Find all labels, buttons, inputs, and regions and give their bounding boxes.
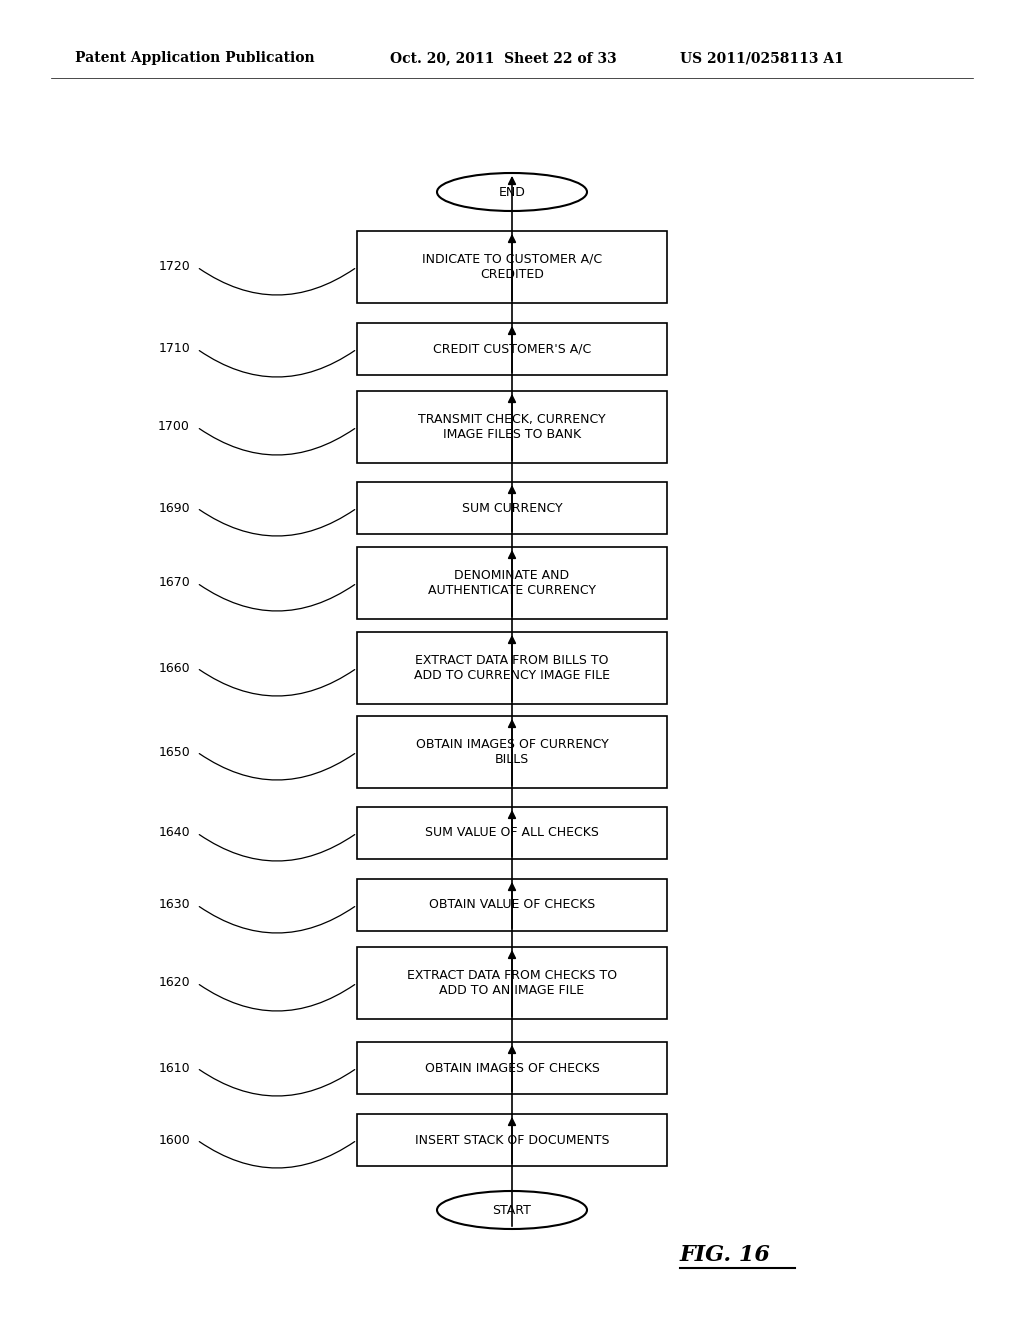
Ellipse shape bbox=[437, 1191, 587, 1229]
FancyBboxPatch shape bbox=[357, 807, 667, 859]
Text: EXTRACT DATA FROM CHECKS TO
ADD TO AN IMAGE FILE: EXTRACT DATA FROM CHECKS TO ADD TO AN IM… bbox=[407, 969, 617, 997]
FancyBboxPatch shape bbox=[357, 391, 667, 463]
Text: OBTAIN VALUE OF CHECKS: OBTAIN VALUE OF CHECKS bbox=[429, 899, 595, 912]
FancyBboxPatch shape bbox=[357, 482, 667, 535]
Text: 1690: 1690 bbox=[159, 502, 190, 515]
Text: CREDIT CUSTOMER'S A/C: CREDIT CUSTOMER'S A/C bbox=[433, 342, 591, 355]
Ellipse shape bbox=[437, 173, 587, 211]
Text: 1700: 1700 bbox=[158, 421, 190, 433]
Text: US 2011/0258113 A1: US 2011/0258113 A1 bbox=[680, 51, 844, 65]
Text: SUM VALUE OF ALL CHECKS: SUM VALUE OF ALL CHECKS bbox=[425, 826, 599, 840]
Text: FIG. 16: FIG. 16 bbox=[680, 1243, 771, 1266]
Text: OBTAIN IMAGES OF CURRENCY
BILLS: OBTAIN IMAGES OF CURRENCY BILLS bbox=[416, 738, 608, 766]
Text: 1600: 1600 bbox=[159, 1134, 190, 1147]
Text: 1610: 1610 bbox=[159, 1061, 190, 1074]
FancyBboxPatch shape bbox=[357, 231, 667, 304]
Text: DENOMINATE AND
AUTHENTICATE CURRENCY: DENOMINATE AND AUTHENTICATE CURRENCY bbox=[428, 569, 596, 597]
Text: INDICATE TO CUSTOMER A/C
CREDITED: INDICATE TO CUSTOMER A/C CREDITED bbox=[422, 253, 602, 281]
Text: 1660: 1660 bbox=[159, 661, 190, 675]
Text: 1670: 1670 bbox=[159, 577, 190, 590]
Text: TRANSMIT CHECK, CURRENCY
IMAGE FILES TO BANK: TRANSMIT CHECK, CURRENCY IMAGE FILES TO … bbox=[418, 413, 606, 441]
Text: 1640: 1640 bbox=[159, 826, 190, 840]
FancyBboxPatch shape bbox=[357, 323, 667, 375]
Text: 1630: 1630 bbox=[159, 899, 190, 912]
FancyBboxPatch shape bbox=[357, 1041, 667, 1094]
FancyBboxPatch shape bbox=[357, 879, 667, 931]
Text: SUM CURRENCY: SUM CURRENCY bbox=[462, 502, 562, 515]
Text: 1720: 1720 bbox=[159, 260, 190, 273]
Text: START: START bbox=[493, 1204, 531, 1217]
Text: EXTRACT DATA FROM BILLS TO
ADD TO CURRENCY IMAGE FILE: EXTRACT DATA FROM BILLS TO ADD TO CURREN… bbox=[414, 653, 610, 682]
FancyBboxPatch shape bbox=[357, 546, 667, 619]
FancyBboxPatch shape bbox=[357, 946, 667, 1019]
Text: END: END bbox=[499, 186, 525, 198]
FancyBboxPatch shape bbox=[357, 1114, 667, 1166]
FancyBboxPatch shape bbox=[357, 715, 667, 788]
Text: 1710: 1710 bbox=[159, 342, 190, 355]
Text: OBTAIN IMAGES OF CHECKS: OBTAIN IMAGES OF CHECKS bbox=[425, 1061, 599, 1074]
Text: INSERT STACK OF DOCUMENTS: INSERT STACK OF DOCUMENTS bbox=[415, 1134, 609, 1147]
Text: Patent Application Publication: Patent Application Publication bbox=[75, 51, 314, 65]
FancyBboxPatch shape bbox=[357, 632, 667, 704]
Text: 1620: 1620 bbox=[159, 977, 190, 990]
Text: 1650: 1650 bbox=[159, 746, 190, 759]
Text: Oct. 20, 2011  Sheet 22 of 33: Oct. 20, 2011 Sheet 22 of 33 bbox=[390, 51, 616, 65]
